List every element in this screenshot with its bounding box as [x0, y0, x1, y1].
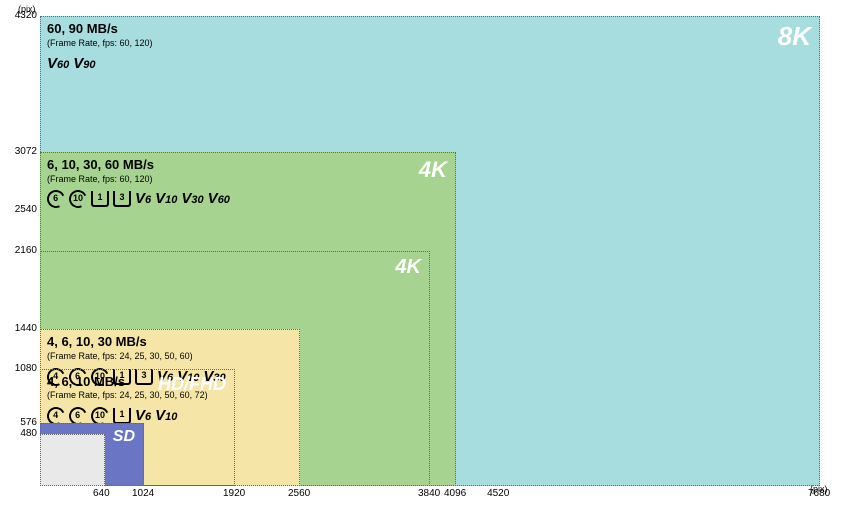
video-class-badge-icon: V60 [47, 54, 69, 74]
video-class-badge-icon: V90 [73, 54, 95, 74]
x-tick: 4520 [487, 488, 509, 499]
uhs-badge-icon: 1 [91, 191, 109, 207]
video-class-badge-icon: V10 [155, 406, 177, 426]
resolution-label: SD [113, 428, 135, 446]
x-tick: 3840 [418, 488, 440, 499]
spec-block: 6, 10, 30, 60 MB/s(Frame Rate, fps: 60, … [47, 157, 230, 209]
x-tick: 1024 [132, 488, 154, 499]
resolution-label: 4K [395, 256, 421, 279]
class-badge-icon: 6 [44, 188, 67, 211]
spec-title: 60, 90 MB/s [47, 21, 153, 38]
spec-subtitle: (Frame Rate, fps: 24, 25, 30, 50, 60, 72… [47, 390, 208, 402]
video-class-badge-icon: V10 [155, 189, 177, 209]
y-tick: 1440 [15, 323, 37, 334]
spec-title: 6, 10, 30, 60 MB/s [47, 157, 230, 174]
y-tick: 576 [20, 417, 37, 428]
video-class-badge-icon: V30 [181, 189, 203, 209]
spec-block: 60, 90 MB/s(Frame Rate, fps: 60, 120) V60… [47, 21, 153, 73]
y-tick: 3072 [15, 146, 37, 157]
x-tick: 640 [93, 488, 110, 499]
resolution-label: 8K [778, 21, 811, 52]
spec-title: 4, 6, 10 MB/s [47, 374, 208, 391]
y-tick: 2540 [15, 204, 37, 215]
video-class-badge-icon: V6 [135, 189, 151, 209]
plot-area: 8K60, 90 MB/s(Frame Rate, fps: 60, 120)V… [40, 16, 820, 486]
y-tick: 1080 [15, 363, 37, 374]
x-tick: 1920 [223, 488, 245, 499]
x-tick: 4096 [444, 488, 466, 499]
spec-subtitle: (Frame Rate, fps: 60, 120) [47, 174, 230, 186]
region-r_sd_b [40, 434, 105, 486]
speed-class-icons: 61013V6V10V30V60 [47, 189, 230, 209]
video-class-badge-icon: V60 [208, 189, 230, 209]
x-tick: 7680 [808, 488, 830, 499]
uhs-badge-icon: 3 [113, 191, 131, 207]
spec-subtitle: (Frame Rate, fps: 24, 25, 30, 50, 60) [47, 351, 226, 363]
y-tick: 480 [20, 428, 37, 439]
speed-class-icons: V60V90 [47, 54, 153, 74]
spec-subtitle: (Frame Rate, fps: 60, 120) [47, 38, 153, 50]
y-tick: 2160 [15, 245, 37, 256]
resolution-label: 4K [419, 157, 447, 183]
spec-block: 4, 6, 10 MB/s(Frame Rate, fps: 24, 25, 3… [47, 374, 208, 426]
y-tick: 4320 [15, 10, 37, 21]
uhs-badge-icon: 1 [113, 408, 131, 424]
spec-title: 4, 6, 10, 30 MB/s [47, 334, 226, 351]
class-badge-icon: 10 [66, 188, 89, 211]
x-tick: 2560 [288, 488, 310, 499]
